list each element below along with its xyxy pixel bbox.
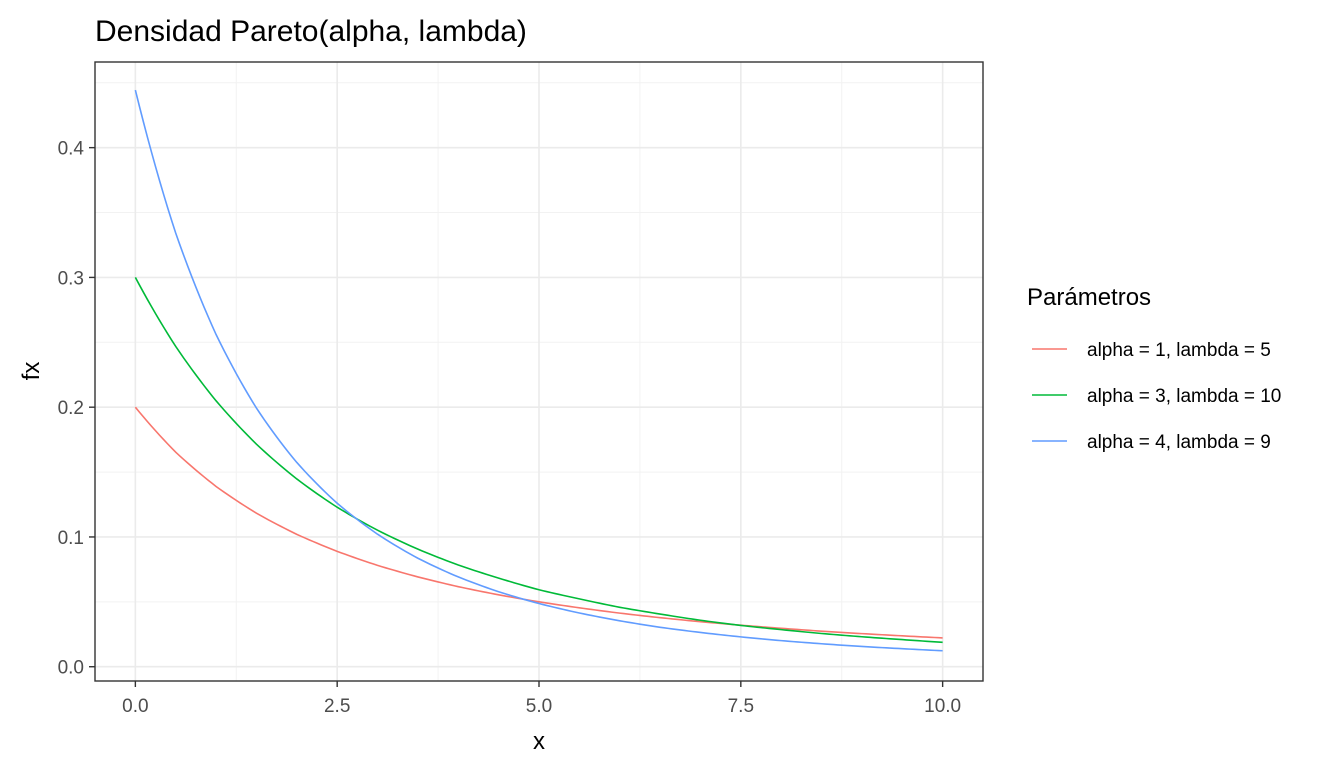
x-tick-label: 0.0	[122, 696, 148, 717]
legend-item: alpha = 3, lambda = 10	[1032, 386, 1281, 407]
y-axis-title: fx	[18, 362, 45, 381]
y-axis-ticks: 0.0 0.1 0.2 0.3 0.4	[58, 139, 95, 679]
legend-label: alpha = 4, lambda = 9	[1087, 432, 1271, 453]
legend-item: alpha = 4, lambda = 9	[1032, 432, 1271, 453]
legend-label: alpha = 3, lambda = 10	[1087, 386, 1281, 407]
legend-items: alpha = 1, lambda = 5 alpha = 3, lambda =…	[1032, 340, 1281, 453]
series-layer	[134, 89, 943, 652]
series-line-2	[134, 277, 943, 644]
legend-title: Parámetros	[1027, 284, 1151, 311]
y-tick-label: 0.1	[58, 528, 84, 549]
series-line-3	[134, 89, 943, 652]
y-tick-label: 0.0	[58, 658, 84, 679]
series-line-1	[134, 406, 943, 639]
x-tick-label: 5.0	[526, 696, 552, 717]
legend-item: alpha = 1, lambda = 5	[1032, 340, 1271, 361]
chart-title: Densidad Pareto(alpha, lambda)	[95, 15, 527, 48]
x-axis-title: x	[533, 728, 545, 755]
y-tick-label: 0.2	[58, 398, 84, 419]
x-tick-label: 7.5	[728, 696, 754, 717]
x-axis-ticks: 0.0 2.5 5.0 7.5 10.0	[122, 681, 961, 717]
x-tick-label: 10.0	[924, 696, 961, 717]
y-tick-label: 0.3	[58, 268, 84, 289]
grid-major	[95, 62, 983, 681]
x-tick-label: 2.5	[324, 696, 350, 717]
legend-label: alpha = 1, lambda = 5	[1087, 340, 1271, 361]
y-tick-label: 0.4	[58, 139, 85, 160]
